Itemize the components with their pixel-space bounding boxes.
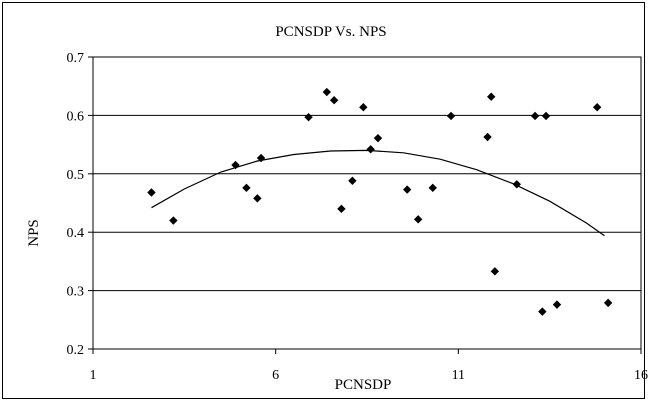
x-tick-label: 16 <box>634 368 648 383</box>
y-axis-title: NPS <box>26 219 42 247</box>
data-point <box>348 176 357 186</box>
x-axis-title: PCNSDP <box>335 377 392 393</box>
data-point <box>256 153 266 163</box>
data-point <box>402 185 412 194</box>
data-point <box>413 215 423 224</box>
data-point <box>253 194 262 203</box>
data-point <box>147 188 156 197</box>
data-point <box>337 204 346 214</box>
y-axis-ticks: 0.2 0.3 0.4 0.5 0.6 0.7 <box>67 51 93 358</box>
data-point <box>169 216 178 225</box>
data-point <box>483 132 492 142</box>
y-tick-label: 0.6 <box>67 109 85 124</box>
data-point <box>329 96 339 105</box>
data-point <box>231 160 240 170</box>
y-tick-label: 0.3 <box>67 285 85 300</box>
data-point <box>366 145 375 154</box>
data-point <box>603 298 613 308</box>
x-tick-label: 6 <box>272 368 279 383</box>
data-point <box>541 111 551 121</box>
x-axis-ticks: 1 6 11 16 <box>90 349 648 383</box>
data-point <box>487 92 496 101</box>
data-point <box>446 111 456 121</box>
data-point <box>304 112 313 122</box>
y-tick-label: 0.2 <box>67 343 85 358</box>
data-point <box>530 111 540 121</box>
data-point <box>322 87 332 97</box>
data-point <box>592 103 602 112</box>
data-point <box>359 103 368 112</box>
x-tick-label: 11 <box>452 368 465 383</box>
data-point <box>242 183 251 193</box>
data-point <box>373 133 383 143</box>
data-points <box>147 87 613 316</box>
x-tick-label: 1 <box>90 368 97 383</box>
data-point <box>512 180 521 189</box>
data-point <box>428 183 437 193</box>
data-point <box>490 267 500 276</box>
chart-title: PCNSDP Vs. NPS <box>275 24 386 40</box>
chart-frame <box>2 2 645 399</box>
data-point <box>552 300 562 309</box>
y-tick-label: 0.5 <box>67 168 85 183</box>
plot-area-border <box>92 56 642 350</box>
y-tick-label: 0.4 <box>67 226 85 241</box>
data-point <box>538 307 547 316</box>
trendline <box>151 149 605 237</box>
y-tick-label: 0.7 <box>67 51 85 66</box>
